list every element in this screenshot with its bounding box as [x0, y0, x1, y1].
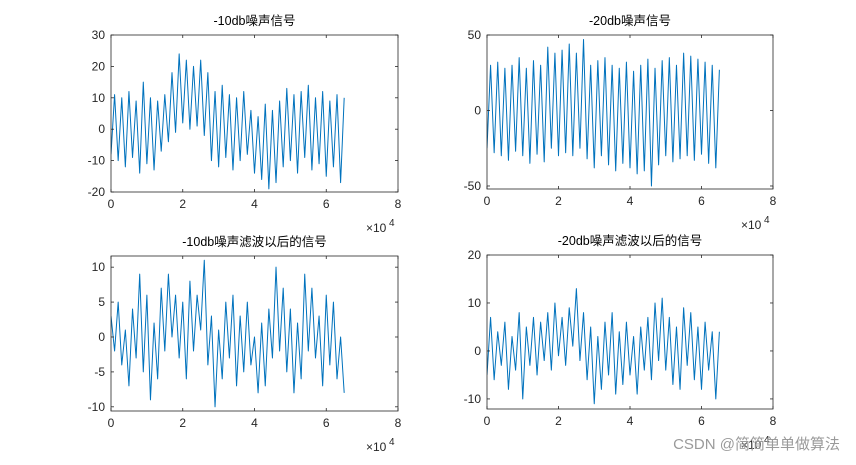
y-tick-label: 20 — [468, 248, 482, 262]
y-tick-label: -5 — [94, 365, 105, 379]
subplot-title: -20db噪声滤波以后的信号 — [558, 233, 702, 248]
y-tick-label: 0 — [474, 344, 481, 358]
y-tick-label: 10 — [468, 296, 482, 310]
x-tick-label: 4 — [627, 194, 634, 208]
subplot-title: -10db噪声信号 — [214, 14, 296, 28]
plot-layer — [111, 53, 345, 190]
y-tick-label: 0 — [474, 103, 481, 117]
x-exponent-power: 4 — [389, 218, 395, 229]
signal-line — [487, 39, 720, 187]
signal-line — [111, 53, 345, 190]
y-tick-label: 10 — [92, 260, 106, 274]
x-tick-label: 8 — [395, 197, 402, 211]
x-tick-label: 0 — [484, 414, 491, 428]
y-tick-label: 20 — [92, 59, 106, 73]
x-exponent-base: ×10 — [366, 440, 387, 454]
x-tick-label: 2 — [555, 414, 562, 428]
x-tick-label: 0 — [108, 416, 115, 430]
subplot-title: -20db噪声信号 — [589, 14, 671, 28]
plot-layer — [487, 288, 720, 405]
x-tick-label: 8 — [395, 416, 402, 430]
x-exponent-power: 4 — [764, 435, 770, 446]
y-tick-label: 0 — [98, 122, 105, 136]
x-tick-label: 6 — [323, 416, 330, 430]
y-tick-label: -20 — [88, 185, 106, 199]
y-tick-label: 50 — [468, 28, 482, 42]
x-tick-label: 2 — [555, 194, 562, 208]
y-tick-label: 5 — [98, 295, 105, 309]
watermark: CSDN @简简单单做算法 — [673, 435, 840, 453]
x-tick-label: 8 — [770, 194, 777, 208]
subplot-title: -10db噪声滤波以后的信号 — [182, 234, 326, 249]
x-tick-label: 8 — [770, 414, 777, 428]
x-tick-label: 6 — [698, 194, 705, 208]
y-tick-label: 10 — [92, 91, 106, 105]
x-tick-label: 4 — [627, 414, 634, 428]
y-tick-label: -10 — [88, 154, 106, 168]
x-exponent-power: 4 — [764, 215, 770, 226]
x-tick-label: 6 — [323, 197, 330, 211]
x-exponent-base: ×10 — [366, 221, 387, 235]
plot-area — [111, 256, 398, 411]
y-tick-label: -50 — [464, 179, 482, 193]
plot-area — [487, 255, 773, 409]
signal-line — [487, 288, 720, 405]
y-tick-label: -10 — [464, 392, 482, 406]
y-tick-label: 30 — [92, 28, 106, 42]
x-exponent-base: ×10 — [741, 438, 762, 452]
x-exponent-base: ×10 — [741, 218, 762, 232]
plot-layer — [111, 259, 345, 408]
x-tick-label: 4 — [251, 416, 258, 430]
x-tick-label: 4 — [251, 197, 258, 211]
x-tick-label: 0 — [484, 194, 491, 208]
y-tick-label: -10 — [88, 400, 106, 414]
x-tick-label: 6 — [698, 414, 705, 428]
plot-layer — [487, 39, 720, 187]
y-tick-label: 0 — [98, 330, 105, 344]
x-tick-label: 2 — [179, 416, 186, 430]
x-tick-label: 0 — [108, 197, 115, 211]
signal-line — [111, 259, 345, 408]
x-tick-label: 2 — [179, 197, 186, 211]
x-exponent-power: 4 — [389, 437, 395, 448]
